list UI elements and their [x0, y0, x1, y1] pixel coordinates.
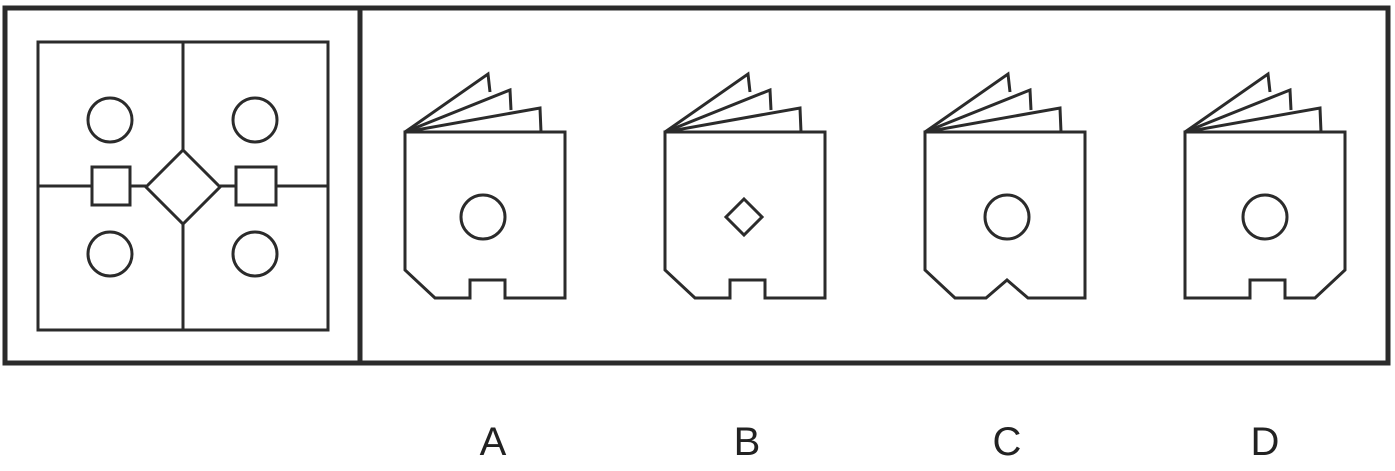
- option-d-circle: [1241, 193, 1289, 241]
- option-b-label[interactable]: B: [733, 420, 761, 464]
- option-a-page-1: [404, 71, 492, 134]
- option-a-circle: [459, 193, 507, 241]
- option-b-page-3: [664, 106, 803, 134]
- net-circle-top-right: [231, 96, 279, 144]
- net-diamond: [143, 147, 223, 227]
- option-a-label[interactable]: A: [479, 420, 507, 464]
- options-frame: [357, 5, 1391, 366]
- net-circle-bottom-left: [86, 230, 134, 278]
- unfolded-net: [36, 40, 330, 332]
- option-a-book[interactable]: [403, 71, 567, 300]
- net-square-right: [234, 165, 278, 207]
- option-d-label[interactable]: D: [1250, 420, 1280, 464]
- option-c-circle: [983, 193, 1031, 241]
- option-d-page-3: [1184, 106, 1323, 134]
- option-d-book[interactable]: [1183, 71, 1347, 300]
- net-circle-top-left: [86, 96, 134, 144]
- option-c-body: [923, 130, 1087, 300]
- option-c-page-3: [924, 106, 1063, 134]
- option-c-page-2: [924, 87, 1033, 134]
- option-b-page-2: [664, 87, 773, 134]
- option-a-page-2: [404, 87, 513, 134]
- option-b-body: [663, 130, 827, 300]
- option-d-page-2: [1184, 87, 1293, 134]
- option-d-page-1: [1184, 71, 1272, 134]
- option-c-book[interactable]: [923, 71, 1087, 300]
- net-square-left: [90, 165, 132, 207]
- option-b-diamond: [723, 196, 765, 238]
- option-c-page-1: [924, 71, 1012, 134]
- option-b-page-1: [664, 71, 752, 134]
- net-circle-bottom-right: [231, 230, 279, 278]
- option-b-book[interactable]: [663, 71, 827, 300]
- option-a-body: [403, 130, 567, 300]
- option-a-page-3: [404, 106, 543, 134]
- option-d-body: [1183, 130, 1347, 300]
- option-c-label[interactable]: C: [992, 420, 1022, 464]
